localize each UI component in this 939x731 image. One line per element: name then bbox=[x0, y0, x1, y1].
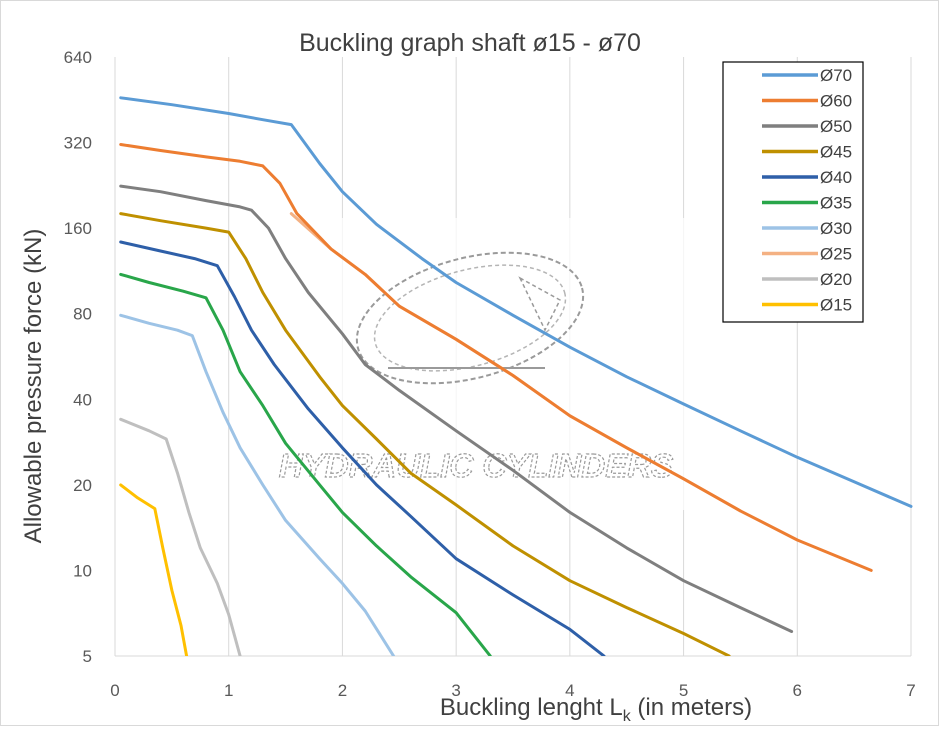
legend-label: Ø30 bbox=[820, 219, 852, 238]
legend: Ø70 Ø60 Ø50 Ø45 Ø40 Ø35 Ø30 Ø25 Ø20 Ø15 bbox=[722, 61, 864, 323]
series-line-d60 bbox=[119, 143, 873, 572]
watermark-logo-ring bbox=[355, 251, 585, 385]
watermark-text: HYDRAULIC CYLINDERS bbox=[279, 447, 673, 484]
x-tick-label: 4 bbox=[565, 681, 574, 700]
series-layer bbox=[119, 96, 913, 656]
y-tick-label: 40 bbox=[73, 390, 92, 409]
x-tick-label: 0 bbox=[110, 681, 119, 700]
legend-label: Ø50 bbox=[820, 117, 852, 136]
x-tick-label: 5 bbox=[679, 681, 688, 700]
x-axis-title-main: Buckling lenght L bbox=[440, 694, 623, 721]
y-axis-title: Allowable pressure force (kN) bbox=[20, 229, 47, 544]
series-line-d40 bbox=[119, 240, 606, 656]
y-tick-label: 160 bbox=[64, 219, 92, 238]
legend-label: Ø45 bbox=[820, 143, 852, 162]
watermark: HYDRAULIC CYLINDERS bbox=[268, 218, 708, 510]
x-tick-label: 7 bbox=[906, 681, 915, 700]
series-line-d20 bbox=[119, 417, 242, 656]
x-tick-label: 1 bbox=[224, 681, 233, 700]
x-tick-label: 6 bbox=[793, 681, 802, 700]
y-tick-label: 80 bbox=[73, 305, 92, 324]
x-tick-label: 2 bbox=[338, 681, 347, 700]
legend-label: Ø15 bbox=[820, 296, 852, 315]
x-tick-label: 3 bbox=[451, 681, 460, 700]
legend-label: Ø40 bbox=[820, 168, 852, 187]
series-line-d50 bbox=[119, 184, 794, 633]
y-tick-label: 640 bbox=[64, 48, 92, 67]
x-axis-title-suffix: (in meters) bbox=[631, 694, 752, 721]
series-line-d45 bbox=[119, 212, 731, 656]
y-tick-label: 10 bbox=[73, 561, 92, 580]
series-line-d30 bbox=[119, 313, 396, 656]
series-line-d15 bbox=[119, 483, 189, 656]
chart-title: Buckling graph shaft ø15 - ø70 bbox=[299, 29, 641, 57]
x-axis-title: Buckling lenght Lk (in meters) bbox=[440, 694, 752, 725]
legend-label: Ø25 bbox=[820, 245, 852, 264]
ticks-layer: 0 1 2 3 4 5 6 7 5 10 20 40 80 160 320 640 bbox=[64, 48, 916, 700]
legend-label: Ø35 bbox=[820, 194, 852, 213]
watermark-logo-arrow bbox=[518, 276, 561, 332]
legend-label: Ø20 bbox=[820, 270, 852, 289]
legend-label: Ø60 bbox=[820, 92, 852, 111]
y-tick-label: 5 bbox=[83, 647, 92, 666]
legend-label: Ø70 bbox=[820, 66, 852, 85]
x-axis-title-subscript: k bbox=[623, 708, 632, 725]
series-line-d70 bbox=[119, 96, 913, 508]
watermark-logo-inner-ring bbox=[373, 264, 567, 372]
y-tick-label: 320 bbox=[64, 134, 92, 153]
series-line-d35 bbox=[119, 272, 492, 656]
watermark-backdrop bbox=[268, 218, 708, 510]
y-tick-label: 20 bbox=[73, 476, 92, 495]
